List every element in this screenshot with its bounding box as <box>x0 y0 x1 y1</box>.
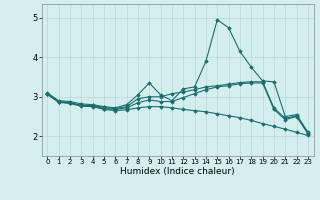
X-axis label: Humidex (Indice chaleur): Humidex (Indice chaleur) <box>120 167 235 176</box>
